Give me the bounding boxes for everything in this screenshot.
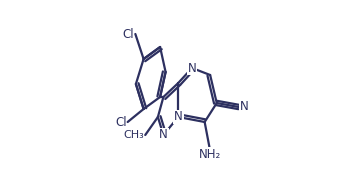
Text: N: N xyxy=(188,62,197,74)
Text: Cl: Cl xyxy=(115,116,127,128)
Text: CH₃: CH₃ xyxy=(123,130,144,140)
Text: N: N xyxy=(174,111,183,123)
Text: N: N xyxy=(240,100,249,114)
Text: NH₂: NH₂ xyxy=(199,148,221,161)
Text: Cl: Cl xyxy=(123,27,134,41)
Text: N: N xyxy=(159,128,168,142)
